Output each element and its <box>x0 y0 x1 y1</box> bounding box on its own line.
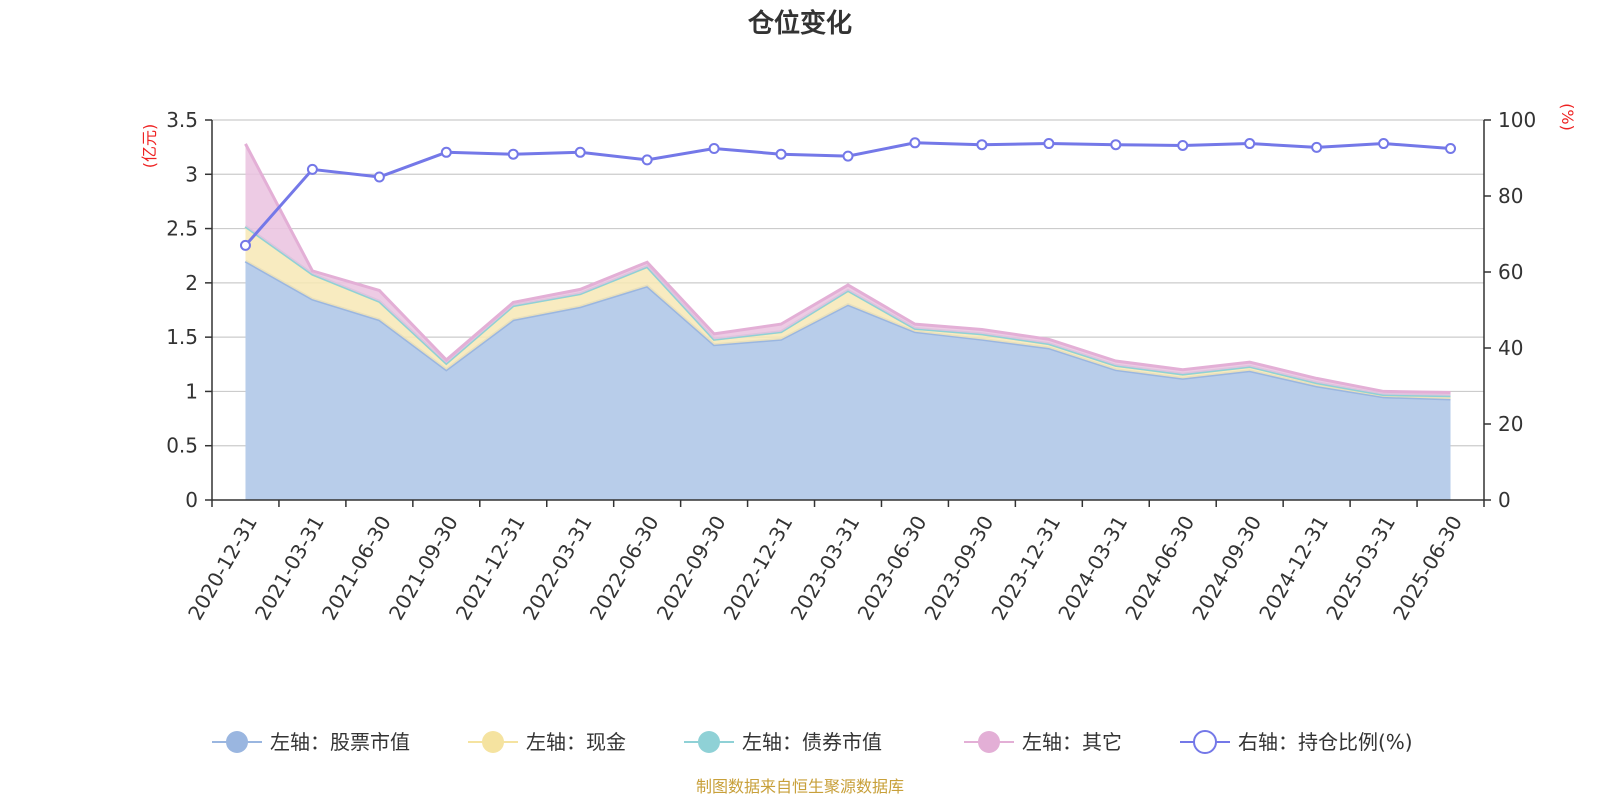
x-axis-tick-label: 2025-06-30 <box>1388 512 1467 625</box>
holding-ratio-point <box>708 143 720 154</box>
holding-ratio-point <box>1445 143 1457 154</box>
other-area-edge <box>244 143 1451 395</box>
holding-ratio-point <box>1177 139 1189 151</box>
holding-ratio-point <box>239 239 251 251</box>
x-axis-tick-label: 2024-03-31 <box>1053 512 1132 625</box>
holding-ratio-point <box>1043 138 1055 150</box>
right-axis-tick-label: 100 <box>1498 108 1536 132</box>
x-axis-tick-label: 2024-12-31 <box>1254 512 1333 625</box>
legend-item: 左轴：股票市值 <box>212 730 410 754</box>
legend-swatch-marker <box>482 731 504 753</box>
legend-label: 左轴：现金 <box>526 730 626 754</box>
legend-label: 右轴：持仓比例(%) <box>1238 730 1413 754</box>
holding-ratio-point <box>440 146 452 158</box>
legend-swatch-marker <box>698 731 720 753</box>
legend-swatch-marker <box>978 731 1000 753</box>
left-axis-tick-label: 2.5 <box>166 217 198 241</box>
holding-ratio-point <box>373 171 385 183</box>
x-axis-tick-label: 2021-12-31 <box>451 512 530 625</box>
x-axis-tick-label: 2021-03-31 <box>250 512 329 625</box>
left-axis-tick-label: 2 <box>185 271 198 295</box>
stock-value-area <box>245 261 1451 500</box>
right-axis-tick-label: 0 <box>1498 488 1511 512</box>
left-axis-tick-label: 0 <box>185 488 198 512</box>
right-axis-tick-label: 80 <box>1498 184 1523 208</box>
x-axis-tick-label: 2023-12-31 <box>986 512 1065 625</box>
right-axis-tick-label: 20 <box>1498 412 1523 436</box>
stacked-areas <box>244 143 1451 500</box>
legend-item: 右轴：持仓比例(%) <box>1180 730 1413 754</box>
holding-ratio-point <box>507 148 519 160</box>
legend-label: 左轴：债券市值 <box>742 730 882 754</box>
x-axis-tick-label: 2022-06-30 <box>585 512 664 625</box>
holding-ratio-point <box>1378 138 1390 150</box>
holding-ratio-point <box>909 137 921 149</box>
legend-swatch-marker <box>226 731 248 753</box>
x-axis-tick-label: 2021-06-30 <box>317 512 396 625</box>
chart-title: 仓位变化 <box>747 8 852 39</box>
left-axis-tick-label: 0.5 <box>166 434 198 458</box>
data-source-credit: 制图数据来自恒生聚源数据库 <box>696 777 904 796</box>
left-axis-tick-label: 1.5 <box>166 325 198 349</box>
holding-ratio-point <box>976 139 988 151</box>
holding-ratio-point <box>641 154 653 166</box>
right-axis-unit: (%) <box>1558 103 1577 131</box>
right-axis-tick-label: 60 <box>1498 260 1523 284</box>
ratio-line <box>239 137 1457 251</box>
x-axis-tick-label: 2022-03-31 <box>518 512 597 625</box>
x-axis-tick-label: 2023-06-30 <box>853 512 932 625</box>
x-axis-tick-label: 2024-06-30 <box>1120 512 1199 625</box>
x-axis-tick-label: 2021-09-30 <box>384 512 463 625</box>
holding-ratio-point <box>574 146 586 158</box>
legend-item: 左轴：其它 <box>964 730 1122 754</box>
holding-ratio-point <box>1244 138 1256 150</box>
legend-label: 左轴：股票市值 <box>270 730 410 754</box>
left-axis-tick-label: 3 <box>185 162 198 186</box>
x-axis-tick-label: 2023-03-31 <box>786 512 865 625</box>
holding-ratio-point <box>1110 139 1122 151</box>
x-axis-tick-label: 2024-09-30 <box>1187 512 1266 625</box>
holding-ratio-point <box>1311 141 1323 153</box>
x-axis-tick-label: 2020-12-31 <box>183 512 262 625</box>
left-axis-tick-label: 1 <box>185 379 198 403</box>
legend-swatch-marker <box>1193 730 1217 754</box>
legend-item: 左轴：现金 <box>468 730 626 754</box>
legend-item: 左轴：债券市值 <box>684 730 882 754</box>
x-axis-tick-label: 2022-12-31 <box>719 512 798 625</box>
x-axis-tick-label: 2025-03-31 <box>1321 512 1400 625</box>
legend-label: 左轴：其它 <box>1022 730 1122 754</box>
x-axis-tick-label: 2022-09-30 <box>652 512 731 625</box>
x-axis-tick-label: 2023-09-30 <box>919 512 998 625</box>
holding-ratio-point <box>775 148 787 160</box>
legend: 左轴：股票市值 左轴：现金 左轴：债券市值 左轴：其它 右轴：持仓比例(%) <box>212 730 1413 754</box>
holding-ratio-point <box>306 163 318 175</box>
left-axis-unit: (亿元) <box>140 124 159 169</box>
holding-ratio-point <box>842 150 854 162</box>
right-axis-tick-label: 40 <box>1498 336 1523 360</box>
left-axis-tick-label: 3.5 <box>166 108 198 132</box>
